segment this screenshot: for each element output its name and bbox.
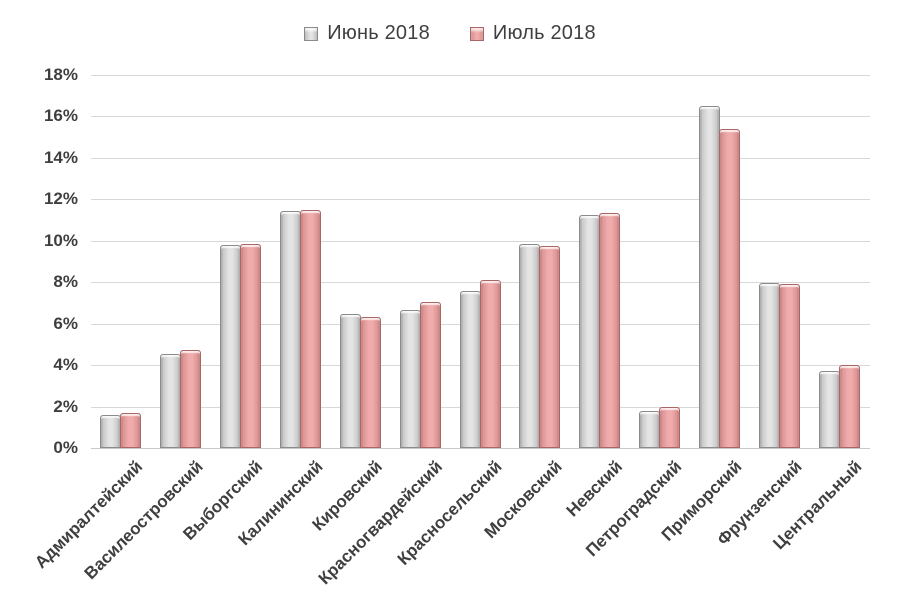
x-axis-label: Красносельский bbox=[394, 457, 506, 569]
bar bbox=[119, 412, 141, 448]
bar bbox=[699, 106, 721, 448]
legend-label-july: Июль 2018 bbox=[492, 22, 596, 44]
bar bbox=[479, 280, 501, 448]
bar bbox=[239, 243, 261, 448]
bar bbox=[579, 214, 601, 448]
bar bbox=[719, 128, 741, 448]
bar bbox=[339, 314, 361, 448]
y-tick-label: 12% bbox=[43, 189, 78, 209]
bar bbox=[219, 244, 241, 448]
y-tick-label: 6% bbox=[53, 313, 78, 333]
bar bbox=[819, 371, 841, 448]
legend-marker-june-icon bbox=[304, 26, 319, 41]
bar bbox=[399, 310, 421, 448]
plot-area bbox=[91, 75, 870, 449]
y-tick-label: 18% bbox=[43, 65, 78, 84]
gridline bbox=[91, 199, 870, 201]
legend-item-july: Июль 2018 bbox=[469, 22, 596, 45]
x-axis-label: Адмиралтейский bbox=[31, 457, 147, 573]
y-tick-label: 8% bbox=[53, 272, 78, 292]
bar bbox=[279, 210, 301, 448]
bar bbox=[519, 243, 541, 448]
y-tick-label: 10% bbox=[43, 230, 78, 250]
y-tick-label: 2% bbox=[53, 396, 78, 416]
legend-marker-july-icon bbox=[469, 26, 484, 41]
bar bbox=[179, 349, 201, 448]
legend-label-june: Июнь 2018 bbox=[327, 22, 430, 44]
bar bbox=[99, 414, 121, 448]
bar bbox=[539, 245, 561, 448]
bar bbox=[839, 365, 861, 448]
bar bbox=[759, 283, 781, 448]
bar bbox=[159, 353, 181, 448]
bar bbox=[639, 410, 661, 448]
gridline bbox=[91, 157, 870, 159]
bar bbox=[599, 212, 621, 448]
y-tick-label: 16% bbox=[43, 106, 78, 126]
legend: Июнь 2018 Июль 2018 bbox=[0, 22, 900, 45]
legend-item-june: Июнь 2018 bbox=[304, 22, 430, 45]
gridline bbox=[91, 75, 870, 76]
bar bbox=[659, 406, 681, 448]
y-tick-label: 0% bbox=[53, 438, 78, 457]
y-tick-label: 4% bbox=[53, 355, 78, 375]
bar bbox=[299, 209, 321, 448]
gridline bbox=[91, 116, 870, 118]
bar bbox=[779, 284, 801, 448]
bar bbox=[359, 317, 381, 448]
y-tick-label: 14% bbox=[43, 147, 78, 167]
bar bbox=[459, 290, 481, 448]
bar bbox=[419, 301, 441, 448]
gridline bbox=[91, 240, 870, 242]
